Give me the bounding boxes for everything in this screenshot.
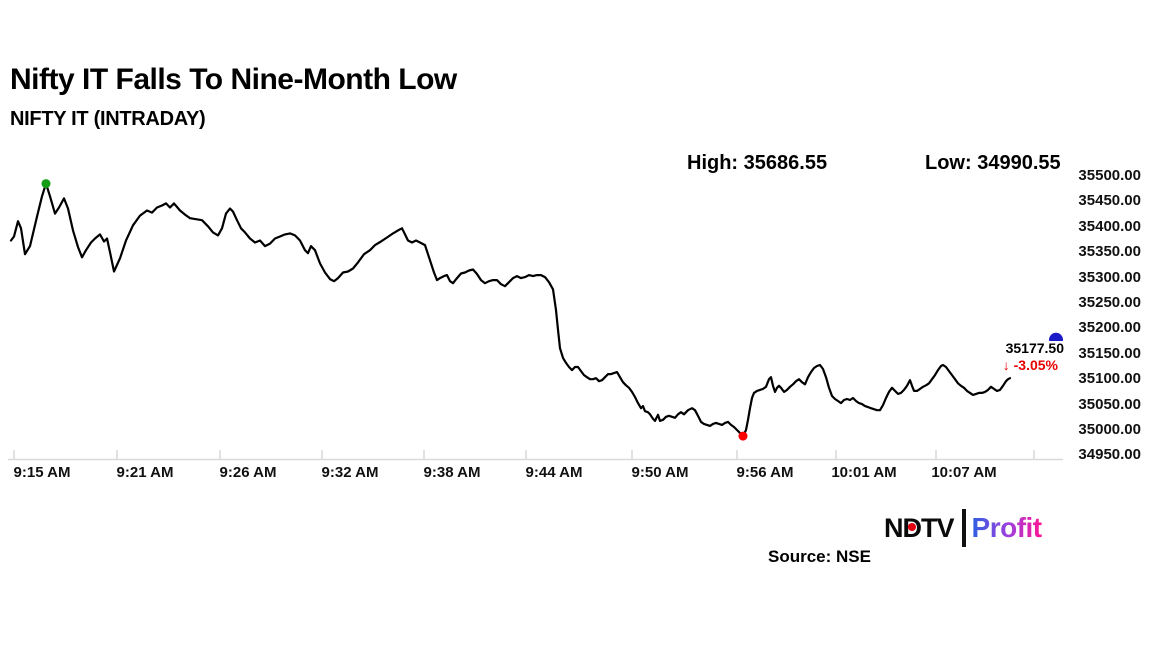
session-high-marker — [41, 179, 51, 189]
y-axis-label: 35200.00 — [1078, 319, 1141, 337]
logo-divider — [961, 509, 966, 547]
x-axis-label: 9:26 AM — [219, 464, 277, 481]
change-percent: -3.05% — [1013, 357, 1058, 373]
low-value: Low: 34990.55 — [925, 152, 1061, 174]
x-axis-label: 10:01 AM — [831, 464, 897, 481]
ndtv-profit-logo: NDTV Profit — [884, 509, 1042, 547]
y-axis-label: 35000.00 — [1078, 421, 1141, 438]
y-axis-label: 35350.00 — [1078, 243, 1141, 261]
source-note: Source: NSE — [768, 547, 871, 566]
ndtv-letter-n: N — [884, 513, 903, 543]
y-axis-label: 35300.00 — [1078, 268, 1141, 286]
ndtv-letter-d: D — [903, 511, 922, 545]
x-axis-label: 9:32 AM — [321, 464, 379, 481]
x-axis-label: 9:50 AM — [631, 464, 689, 481]
y-axis-labels: 35500.00 35450.00 35400.00 35350.00 35300.00… — [1066, 0, 1141, 648]
down-arrow-icon: ↓ — [1002, 357, 1010, 373]
x-axis-label: 9:21 AM — [116, 464, 174, 481]
ndtv-wordmark: NDTV — [884, 511, 955, 545]
y-axis-label: 35150.00 — [1078, 344, 1141, 362]
x-axis-label: 9:15 AM — [13, 464, 71, 481]
y-axis-label: 34950.00 — [1078, 446, 1141, 464]
price-line — [9, 182, 1012, 438]
page-title: Nifty IT Falls To Nine-Month Low — [10, 63, 457, 96]
y-axis-label: 35450.00 — [1078, 192, 1141, 210]
last-price-label: 35177.50 — [998, 341, 1064, 356]
session-low-marker — [738, 431, 748, 441]
profit-wordmark: Profit — [971, 512, 1043, 543]
high-value: High: 35686.55 — [687, 152, 828, 174]
x-axis-label: 9:44 AM — [525, 464, 583, 481]
y-axis-label: 35250.00 — [1078, 294, 1141, 311]
y-axis-label: 35100.00 — [1078, 370, 1141, 388]
ndtv-red-dot-icon — [907, 523, 916, 531]
y-axis-label: 35400.00 — [1078, 217, 1141, 235]
x-axis-label: 9:38 AM — [423, 464, 481, 481]
x-axis-label: 9:56 AM — [736, 464, 794, 481]
y-axis-label: 35500.00 — [1078, 167, 1141, 184]
price-change-label: ↓ -3.05% — [992, 357, 1058, 373]
chart-subtitle: NIFTY IT (INTRADAY) — [10, 108, 206, 130]
x-axis-label: 10:07 AM — [931, 464, 997, 481]
y-axis-label: 35050.00 — [1078, 395, 1141, 413]
ndtv-letters-tv: TV — [921, 513, 955, 543]
